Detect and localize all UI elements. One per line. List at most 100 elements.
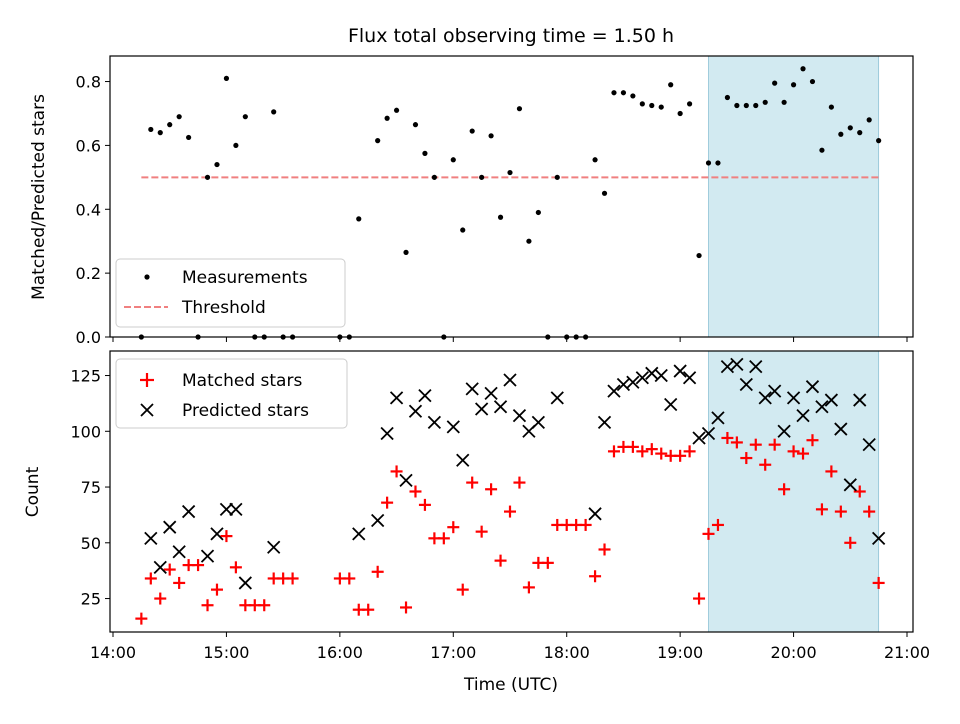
x-axis-label: Time (UTC)	[463, 675, 558, 695]
x-tick-label: 17:00	[430, 643, 476, 662]
predicted-star-point	[512, 409, 527, 423]
measurement-point	[497, 214, 504, 220]
matched-star-point	[504, 505, 516, 518]
predicted-star-point	[484, 386, 498, 401]
chart-title: Flux total observing time = 1.50 h	[348, 25, 674, 47]
measurement-point	[743, 102, 749, 109]
predicted-star-point	[153, 560, 167, 574]
matched-star-point	[787, 445, 800, 458]
matched-star-point	[834, 505, 847, 518]
measurement-point	[450, 157, 456, 163]
measurement-point	[516, 106, 523, 112]
matched-star-point	[201, 599, 214, 612]
measurement-point	[724, 94, 731, 101]
y-tick-label: 125	[70, 367, 101, 386]
matched-star-point	[409, 485, 422, 498]
predicted-star-point	[456, 453, 470, 467]
measurement-point	[186, 134, 192, 141]
measurement-point	[800, 66, 806, 72]
matched-star-point	[541, 556, 554, 569]
matched-star-point	[863, 505, 876, 518]
y-tick-label: 25	[81, 590, 101, 609]
matched-star-point	[154, 592, 167, 605]
matched-star-point	[371, 565, 384, 578]
matched-star-point	[825, 465, 838, 478]
predicted-star-point	[834, 422, 848, 436]
measurement-point	[696, 252, 702, 259]
matched-star-point	[220, 530, 233, 543]
measurement-point	[242, 114, 248, 120]
measurement-point	[204, 174, 211, 180]
measurement-point	[356, 216, 362, 222]
predicted-star-point	[626, 375, 640, 389]
measurement-point	[686, 101, 693, 107]
legend-threshold-label: Threshold	[181, 298, 266, 318]
measurement-point	[762, 99, 768, 105]
measurement-point	[677, 110, 683, 117]
x-tick-label: 19:00	[657, 643, 703, 662]
matched-star-point	[418, 498, 431, 511]
measurement-point	[639, 101, 645, 107]
measurement-point	[176, 114, 182, 120]
bottom-legend-box	[115, 358, 348, 429]
measurement-point	[847, 125, 853, 131]
measurement-point	[535, 209, 541, 216]
measurement-point	[658, 104, 664, 110]
measurement-point	[507, 169, 513, 176]
matched-star-point	[759, 458, 772, 471]
measurement-point	[148, 126, 154, 133]
matched-star-point	[636, 445, 649, 458]
predicted-star-point	[427, 415, 442, 430]
measurement-point	[393, 107, 400, 113]
measurement-point	[384, 115, 390, 121]
matched-star-point	[466, 476, 479, 489]
measurement-point	[167, 122, 173, 128]
legend-predicted-label: Predicted stars	[182, 401, 309, 421]
predicted-star-point	[853, 393, 867, 407]
measurement-point	[460, 227, 466, 233]
measurement-point	[819, 147, 825, 153]
predicted-star-point	[493, 400, 508, 414]
predicted-star-point	[682, 371, 697, 385]
top-y-axis-ticks: 0.0 0.2 0.4 0.6 0.8	[76, 73, 110, 347]
measurement-point	[488, 133, 494, 139]
predicted-star-point	[805, 380, 820, 394]
matched-star-point	[485, 483, 498, 496]
matched-star-point	[730, 436, 743, 449]
highlight-window-rect	[708, 55, 880, 338]
top-highlight-window	[708, 55, 880, 338]
predicted-star-point	[796, 409, 810, 423]
matched-star-point	[768, 438, 781, 451]
predicted-star-point	[475, 402, 489, 416]
matched-star-point	[626, 440, 639, 453]
measurement-point	[233, 142, 239, 149]
top-legend-box	[115, 258, 346, 328]
measurement-point	[630, 93, 636, 99]
legend-matched-marker	[140, 373, 154, 387]
predicted-star-point	[862, 438, 876, 452]
bottom-y-axis-ticks: 25 50 75 100 125	[70, 367, 110, 609]
measurement-point	[271, 109, 277, 115]
measurement-point	[526, 238, 532, 244]
matched-star-point	[210, 583, 223, 596]
predicted-star-point	[446, 420, 460, 434]
measurement-point	[790, 82, 797, 88]
measurement-point	[223, 75, 230, 81]
predicted-star-point	[267, 540, 281, 554]
predicted-star-point	[815, 400, 829, 414]
matched-star-point	[475, 525, 488, 538]
predicted-star-point	[588, 507, 602, 521]
x-tick-label: 21:00	[884, 643, 930, 662]
matched-star-point	[645, 443, 658, 456]
matched-star-points	[135, 431, 885, 625]
matched-star-point	[844, 536, 857, 549]
measurement-points	[138, 66, 882, 340]
predicted-star-point	[172, 545, 186, 559]
matched-star-point	[806, 434, 819, 447]
predicted-star-point	[531, 415, 545, 430]
predicted-star-point	[711, 411, 725, 425]
predicted-star-point	[664, 397, 678, 412]
highlight-window-rect	[708, 350, 880, 633]
measurement-point	[668, 82, 674, 88]
